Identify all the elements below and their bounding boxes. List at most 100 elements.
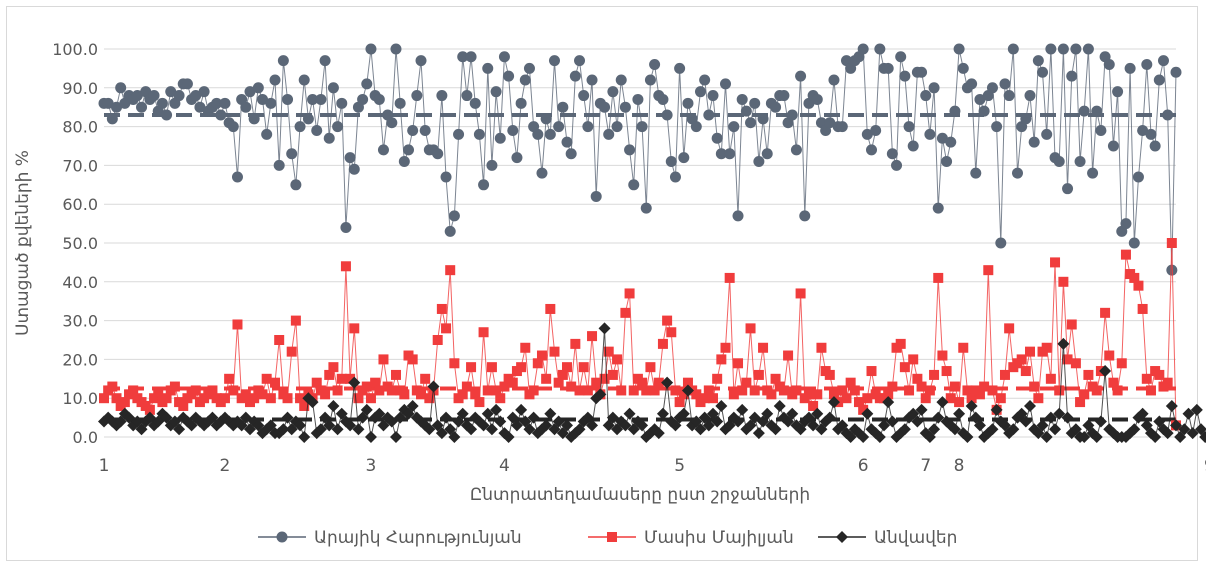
data-point <box>481 407 494 420</box>
data-point <box>1104 350 1115 361</box>
data-point <box>1007 423 1020 436</box>
data-point <box>603 128 615 140</box>
legend-item: Մասիս Մայիլյան <box>588 528 794 548</box>
data-point <box>712 373 723 384</box>
data-point <box>916 66 928 78</box>
data-point <box>515 97 527 109</box>
data-point <box>694 423 707 436</box>
data-point <box>1037 66 1049 78</box>
data-point <box>386 117 398 129</box>
data-point <box>858 404 869 415</box>
data-point <box>920 393 931 404</box>
data-point <box>1062 183 1074 195</box>
data-point <box>665 156 677 168</box>
data-point <box>711 132 723 144</box>
data-point <box>828 74 840 86</box>
data-point <box>298 431 311 443</box>
data-point <box>999 78 1011 90</box>
data-point <box>895 51 907 63</box>
data-point <box>507 377 518 388</box>
data-point <box>857 431 870 443</box>
y-tick-label: 10.0 <box>62 389 98 408</box>
data-point <box>1132 171 1144 183</box>
data-point <box>449 358 460 369</box>
data-point <box>636 121 648 133</box>
data-point <box>420 373 431 384</box>
data-point <box>261 128 273 140</box>
data-point <box>190 385 201 396</box>
data-point <box>745 117 757 129</box>
data-point <box>360 403 373 416</box>
data-point <box>1178 423 1191 436</box>
data-point <box>882 62 894 74</box>
data-point <box>307 93 319 105</box>
data-point <box>720 342 731 353</box>
data-point <box>1099 365 1112 378</box>
legend-marker <box>607 532 617 542</box>
data-point <box>1054 385 1065 396</box>
data-point <box>128 385 139 396</box>
data-point <box>669 171 681 183</box>
region-label: 2 <box>220 456 231 476</box>
data-point <box>936 396 949 409</box>
data-point <box>928 82 940 94</box>
data-point <box>745 323 756 334</box>
data-point <box>1074 156 1086 168</box>
data-point <box>991 121 1003 133</box>
data-point <box>1061 411 1074 424</box>
data-point <box>657 338 668 349</box>
data-point <box>873 431 886 443</box>
data-point <box>652 427 665 440</box>
data-point <box>349 323 360 334</box>
data-point <box>628 385 639 396</box>
data-point <box>783 350 794 361</box>
data-point <box>674 62 686 74</box>
data-point <box>582 121 594 133</box>
legend-label: Անվավեր <box>874 528 957 548</box>
data-point <box>661 376 674 389</box>
series-group <box>98 43 1206 443</box>
data-point <box>99 393 109 404</box>
data-point <box>623 407 636 420</box>
data-point <box>682 377 693 388</box>
data-point <box>498 51 510 63</box>
data-point <box>1129 272 1140 283</box>
data-point <box>786 109 798 121</box>
data-point <box>169 381 180 392</box>
data-point <box>811 93 823 105</box>
data-point <box>590 190 602 202</box>
data-point <box>1083 369 1094 380</box>
data-point <box>515 403 528 416</box>
region-label: 9 <box>1204 456 1206 476</box>
data-point <box>311 124 323 136</box>
data-point <box>612 354 623 365</box>
data-point <box>519 74 531 86</box>
data-point <box>632 93 644 105</box>
data-point <box>790 144 802 156</box>
data-point <box>448 431 461 443</box>
data-point <box>1094 415 1107 428</box>
data-point <box>427 380 440 393</box>
data-point <box>1070 43 1082 55</box>
data-point <box>435 427 448 440</box>
data-point <box>656 407 669 420</box>
data-point <box>599 101 611 113</box>
region-label: 1 <box>99 456 110 476</box>
data-point <box>816 342 827 353</box>
data-point <box>715 148 727 160</box>
data-point <box>948 423 961 436</box>
data-point <box>240 389 251 400</box>
data-point <box>953 43 965 55</box>
data-point <box>461 381 472 392</box>
data-point <box>1166 238 1177 248</box>
x-axis: 1 2 3 4 5 6 7 8 9 <box>99 456 1206 476</box>
data-point <box>615 74 627 86</box>
data-point <box>561 419 574 432</box>
data-point <box>582 385 593 396</box>
data-point <box>711 415 724 428</box>
data-point <box>778 90 790 102</box>
y-tick-label: 20.0 <box>62 350 98 369</box>
data-point <box>548 55 560 67</box>
data-point <box>736 93 748 105</box>
data-point <box>924 385 935 396</box>
